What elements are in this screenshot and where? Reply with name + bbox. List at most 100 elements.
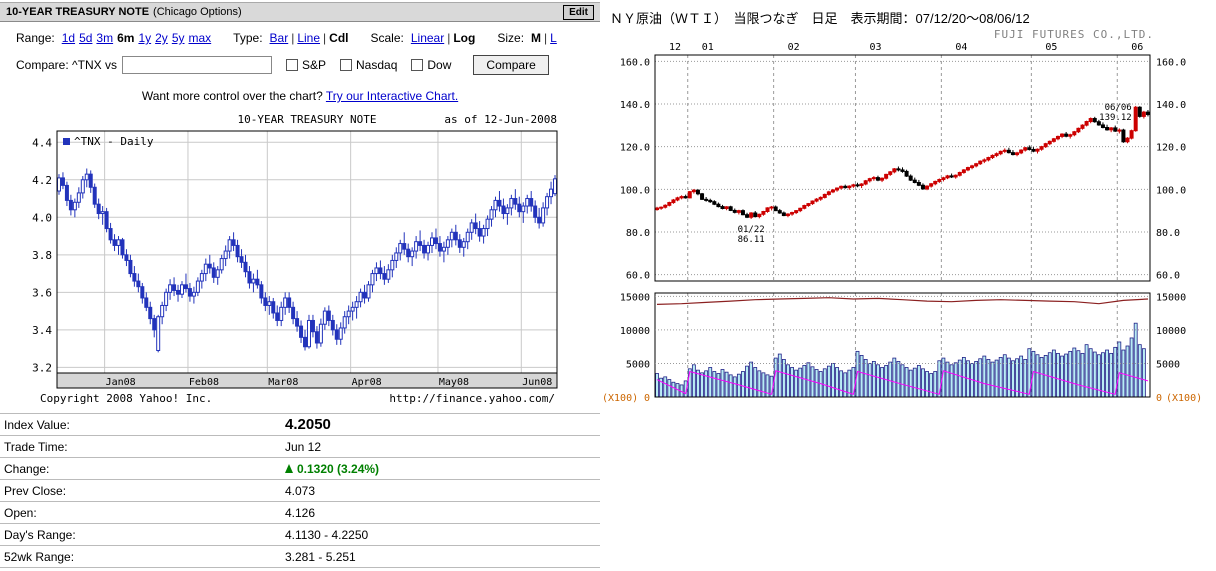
svg-text:4.0: 4.0 — [32, 211, 52, 224]
nasdaq-checkbox-wrap: Nasdaq — [340, 58, 397, 72]
tnx-chart: 10-YEAR TREASURY NOTE as of 12-Jun-2008 3.… — [32, 113, 558, 389]
compare-button[interactable]: Compare — [473, 55, 549, 75]
nasdaq-checkbox[interactable] — [340, 59, 353, 71]
size-option-l[interactable]: L — [550, 31, 557, 45]
type-option-bar[interactable]: Bar — [269, 31, 289, 45]
svg-text:(X100): (X100) — [1166, 393, 1202, 404]
row-label: Index Value: — [4, 417, 70, 432]
size-group: Size: M | L — [497, 31, 559, 45]
index-value: 4.2050 — [285, 416, 331, 433]
svg-text:5000: 5000 — [1156, 359, 1180, 370]
range-option-2y[interactable]: 2y — [155, 31, 168, 45]
nasdaq-checkbox-label: Nasdaq — [356, 58, 398, 72]
svg-text:Jan08: Jan08 — [106, 377, 136, 388]
panel-header: 10-YEAR TREASURY NOTE (Chicago Options) … — [0, 2, 600, 22]
svg-text:10-YEAR TREASURY NOTE: 10-YEAR TREASURY NOTE — [237, 113, 376, 126]
type-option-line[interactable]: Line — [297, 31, 321, 45]
svg-text:60.0: 60.0 — [626, 271, 650, 282]
type-label: Type: — [233, 31, 263, 45]
wti-chart-title: ＮＹ原油（ＷＴＩ） 当限つなぎ 日足 表示期間：07/12/20～08/06/1… — [610, 11, 1030, 26]
svg-text:Mar08: Mar08 — [268, 377, 298, 388]
range-option-1y[interactable]: 1y — [138, 31, 152, 45]
copyright-text: Copyright 2008 Yahoo! Inc. — [40, 392, 213, 405]
svg-text:3.2: 3.2 — [32, 361, 52, 374]
scale-option-log-selected: Log — [453, 31, 476, 45]
svg-text:120.0: 120.0 — [1156, 143, 1186, 154]
range-label: Range: — [16, 31, 55, 45]
days-range-value: 4.1130 - 4.2250 — [285, 527, 369, 542]
row-label: Trade Time: — [4, 439, 68, 454]
source-url: http://finance.yahoo.com/ — [389, 392, 555, 405]
svg-text:01/22: 01/22 — [738, 225, 765, 235]
sp-checkbox[interactable] — [286, 59, 298, 71]
svg-text:Apr08: Apr08 — [352, 377, 382, 388]
range-option-1d[interactable]: 1d — [61, 31, 76, 45]
size-label: Size: — [497, 31, 525, 45]
quote-row-days-range: Day's Range: 4.1130 - 4.2250 — [0, 524, 600, 546]
svg-text:15000: 15000 — [1156, 292, 1186, 303]
svg-text:10000: 10000 — [620, 326, 650, 337]
promo-row: Want more control over the chart? Try ou… — [0, 81, 600, 107]
copyright-row: Copyright 2008 Yahoo! Inc. http://financ… — [0, 392, 600, 405]
svg-text:06: 06 — [1131, 42, 1143, 53]
svg-text:100.0: 100.0 — [620, 185, 650, 196]
quote-row-52wk-range: 52wk Range: 3.281 - 5.251 — [0, 546, 600, 568]
change-value: 0.1320 (3.24%) — [285, 462, 600, 476]
row-label: Prev Close: — [4, 483, 67, 498]
svg-text:80.0: 80.0 — [1156, 228, 1180, 239]
quote-row-prev-close: Prev Close: 4.073 — [0, 480, 600, 502]
svg-text:160.0: 160.0 — [1156, 57, 1186, 68]
svg-text:10000: 10000 — [1156, 326, 1186, 337]
type-option-cdl-selected: Cdl — [329, 31, 349, 45]
yahoo-chart-panel: 10-YEAR TREASURY NOTE (Chicago Options) … — [0, 0, 600, 571]
wti-chart: 12 01 02 03 04 05 06 160.0 160.0 140.0 140.0 120.0 1… — [602, 42, 1202, 404]
range-group: Range: 1d 5d 3m 6m 1y 2y 5y max — [16, 31, 213, 45]
brand-text: FUJI FUTURES CO.,LTD. — [993, 28, 1154, 41]
range-option-6m-selected: 6m — [117, 31, 135, 45]
svg-text:3.4: 3.4 — [32, 324, 52, 337]
svg-text:3.8: 3.8 — [32, 249, 52, 262]
svg-text:06/06: 06/06 — [1105, 103, 1132, 113]
svg-text:04: 04 — [955, 42, 967, 53]
separator: | — [291, 31, 295, 45]
tnx-chart-wrap: 10-YEAR TREASURY NOTE as of 12-Jun-2008 3.… — [0, 111, 600, 391]
row-label: Day's Range: — [4, 527, 76, 542]
svg-text:5000: 5000 — [626, 359, 650, 370]
edit-button[interactable]: Edit — [563, 4, 594, 20]
svg-text:120.0: 120.0 — [620, 143, 650, 154]
scale-label: Scale: — [370, 31, 404, 45]
svg-text:15000: 15000 — [620, 292, 650, 303]
compare-row: Compare: ^TNX vs S&P Nasdaq Dow Compare — [0, 47, 600, 81]
52wk-range-value: 3.281 - 5.251 — [285, 549, 356, 564]
page-subtitle: (Chicago Options) — [153, 6, 242, 18]
svg-text:as of 12-Jun-2008: as of 12-Jun-2008 — [444, 113, 557, 126]
range-option-max[interactable]: max — [188, 31, 212, 45]
svg-text:4.2: 4.2 — [32, 174, 52, 187]
svg-text:Jun08: Jun08 — [522, 377, 552, 388]
scale-option-linear[interactable]: Linear — [410, 31, 445, 45]
dow-checkbox[interactable] — [411, 59, 424, 71]
svg-text:Feb08: Feb08 — [189, 377, 219, 388]
row-label: Change: — [4, 461, 50, 476]
range-option-3m[interactable]: 3m — [96, 31, 114, 45]
svg-text:4.4: 4.4 — [32, 136, 52, 149]
compare-input[interactable] — [122, 56, 272, 74]
svg-text:0: 0 — [1156, 393, 1162, 404]
svg-text:160.0: 160.0 — [620, 57, 650, 68]
range-option-5d[interactable]: 5d — [79, 31, 93, 45]
wti-chart-panel: ＮＹ原油（ＷＴＩ） 当限つなぎ 日足 表示期間：07/12/20～08/06/1… — [600, 0, 1216, 571]
separator: | — [544, 31, 548, 45]
quote-row-open: Open: 4.126 — [0, 502, 600, 524]
svg-text:80.0: 80.0 — [626, 228, 650, 239]
range-option-5y[interactable]: 5y — [171, 31, 185, 45]
svg-text:03: 03 — [869, 42, 881, 53]
row-label: Open: — [4, 505, 37, 520]
size-option-m-selected: M — [531, 31, 542, 45]
compare-label: Compare: ^TNX vs — [16, 58, 117, 72]
interactive-chart-link[interactable]: Try our Interactive Chart. — [325, 89, 459, 103]
svg-text:01: 01 — [702, 42, 714, 53]
scale-group: Scale: Linear | Log — [371, 31, 478, 45]
prev-close-value: 4.073 — [285, 483, 316, 498]
svg-text:12: 12 — [669, 42, 681, 53]
sp-checkbox-wrap: S&P — [286, 58, 326, 72]
